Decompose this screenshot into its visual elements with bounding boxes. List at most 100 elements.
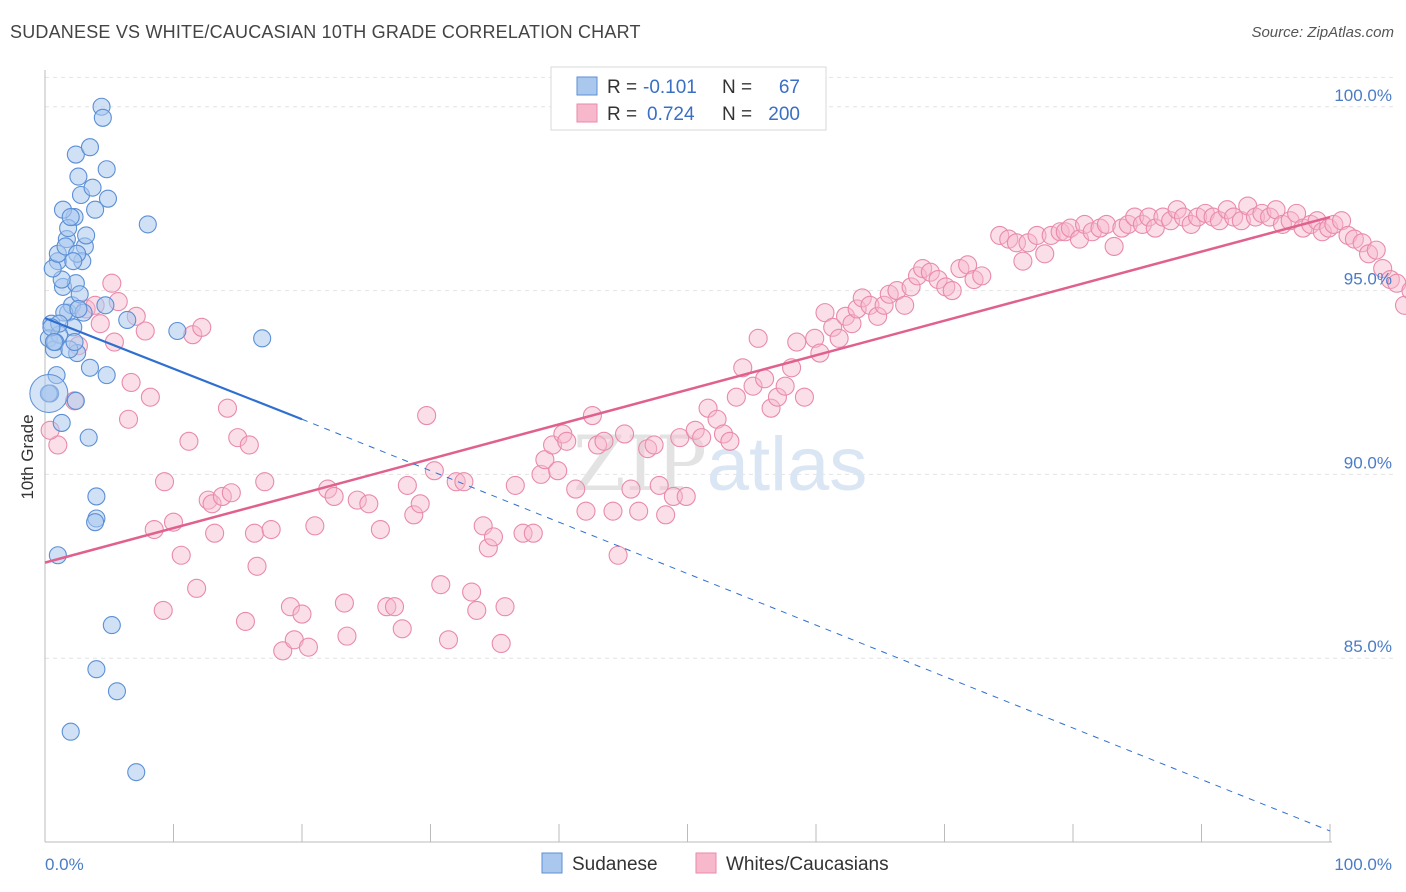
tick-labels: 100.0% 95.0% 90.0% 85.0% 0.0% 100.0% [45,86,1392,874]
point-whites-54 [404,505,424,525]
point-whites-36 [261,519,281,540]
point-whites-33 [244,523,265,543]
point-whites-46 [337,626,357,646]
point-whites-95 [685,420,705,440]
watermark: ZIPatlas [573,419,868,508]
point-whites-61 [454,472,474,492]
point-whites-24 [198,490,218,510]
point-whites-29 [221,483,241,503]
point-sudanese-66 [65,332,84,352]
point-whites-108 [775,376,795,396]
point-whites-68 [495,597,515,617]
point-whites-159 [1139,207,1159,227]
point-sudanese-52 [44,332,64,352]
point-whites-55 [410,494,430,514]
series-whites-caucasians [40,196,1406,661]
trend-line-sudanese [44,317,303,421]
point-whites-102 [733,358,753,378]
point-whites-118 [842,314,862,334]
legend-swatch-sudanese [576,76,598,96]
legend-n-value-1: 67 [779,77,800,98]
point-whites-197 [1401,282,1406,299]
point-sudanese-31 [86,200,105,219]
y-tick-label-3: 85.0% [1344,637,1392,656]
point-whites-53 [397,475,417,495]
point-whites-111 [794,387,814,407]
point-whites-165 [1181,214,1201,234]
point-sudanese-28 [98,189,118,208]
point-whites-90 [649,475,669,495]
trend-line-sudanese-extension [301,418,1331,832]
point-whites-65 [478,538,498,558]
point-whites-13 [135,321,155,341]
point-whites-84 [608,545,628,565]
point-sudanese-58 [86,513,105,532]
legend-n-label-2: N = [722,104,752,125]
point-whites-19 [171,545,191,565]
point-sudanese-63 [61,722,80,741]
point-whites-28 [217,398,238,418]
point-whites-11 [121,372,141,393]
point-whites-125 [887,281,907,301]
point-whites-34 [247,556,267,576]
point-whites-155 [1112,218,1132,238]
point-sudanese-61 [87,660,106,679]
point-whites-56 [417,406,437,426]
point-sudanese-2 [66,145,85,164]
point-whites-41 [298,637,318,657]
x-tick-label-0: 0.0% [45,855,84,874]
chart-title: SUDANESE VS WHITE/CAUCASIAN 10TH GRADE C… [10,22,641,42]
point-whites-70 [513,523,533,543]
point-whites-86 [621,479,641,499]
point-whites-121 [860,295,880,315]
point-whites-126 [895,295,915,315]
point-whites-132 [936,277,956,297]
trend-line-whites [44,215,1331,564]
legend-r-label-2: R = [607,104,637,125]
point-whites-62 [462,582,482,602]
x-tick-label-1: 100.0% [1334,855,1392,874]
point-whites-67 [491,633,511,654]
legend-bottom-swatch-sudanese [541,852,563,874]
grid-lines [45,76,1395,659]
point-whites-32 [239,435,259,455]
legend-bottom-sudanese: Sudanese [572,854,658,875]
point-whites-17 [154,472,175,492]
point-whites-153 [1096,214,1116,234]
point-sudanese-32 [77,226,96,245]
point-whites-85 [614,424,635,444]
point-sudanese-27 [138,215,157,234]
point-whites-123 [874,295,894,315]
point-sudanese-30 [83,178,102,197]
point-whites-60 [446,472,466,492]
y-tick-label-1: 95.0% [1344,270,1392,289]
point-whites-127 [901,277,921,297]
point-sudanese-60 [102,616,121,635]
point-whites-6 [90,314,110,334]
point-sudanese-53 [96,296,115,315]
legend-swatch-whites [576,103,598,123]
legend-r-value-1: -0.101 [643,77,697,98]
point-whites-82 [594,431,614,451]
point-whites-22 [187,578,207,598]
point-whites-184 [1312,222,1332,242]
point-whites-94 [676,486,696,506]
point-whites-23 [192,317,212,337]
point-whites-78 [566,479,586,499]
point-sudanese-64 [127,763,146,782]
y-tick-label-2: 90.0% [1344,453,1392,472]
point-whites-73 [535,450,555,470]
point-whites-119 [847,299,867,319]
point-sudanese-3 [69,167,88,186]
point-whites-163 [1167,200,1187,220]
point-whites-42 [305,516,325,536]
point-whites-7 [102,273,122,293]
point-whites-81 [587,435,608,455]
point-whites-157 [1125,207,1145,227]
point-whites-170 [1217,200,1237,220]
point-whites-152 [1090,218,1110,238]
source-credit: Source: ZipAtlas.com [1251,24,1394,41]
point-whites-158 [1132,214,1152,234]
point-whites-89 [644,435,664,455]
point-whites-154 [1104,236,1124,257]
